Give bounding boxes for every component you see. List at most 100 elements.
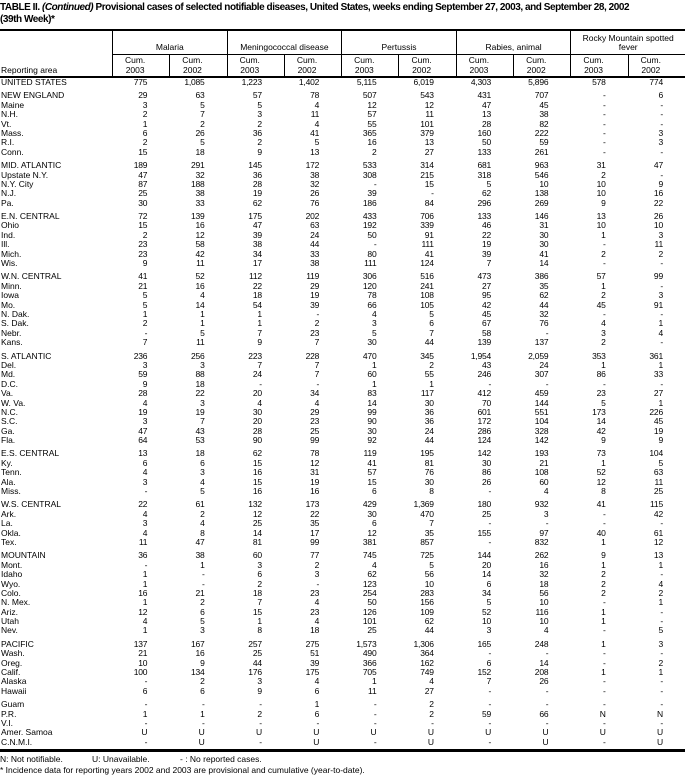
value-cell: 13 <box>138 449 148 459</box>
reporting-area-cell: La. <box>1 519 13 529</box>
reporting-area-cell: S. ATLANTIC <box>1 351 52 361</box>
value-cell: - <box>201 570 205 580</box>
value-cell: 314 <box>420 161 434 171</box>
value-cell: 2 <box>142 230 148 240</box>
value-cell: 72 <box>138 212 148 222</box>
value-cell: 1 <box>142 309 148 319</box>
value-cell: 22 <box>252 281 262 291</box>
value-cell: 490 <box>362 649 377 659</box>
value-cell: 1,402 <box>298 78 320 87</box>
value-cell: 275 <box>305 639 320 649</box>
value-cell: 1 <box>601 360 606 370</box>
value-cell: 61 <box>195 500 205 510</box>
value-cell: 1 <box>371 379 377 389</box>
value-cell: 7 <box>257 360 262 370</box>
reporting-area-cell: Vt. <box>1 119 12 129</box>
table-row: Guam - - - 1 - 2 - - - - <box>0 700 685 709</box>
value-cell: 123 <box>362 579 377 589</box>
value-cell: 31 <box>596 161 606 171</box>
table-body: UNITED STATES 775 1,085 1,223 1,402 5,115 6,01… <box>0 78 685 747</box>
value-cell: - <box>603 700 606 710</box>
value-cell: 3 <box>200 626 205 636</box>
value-cell: 29 <box>138 91 148 101</box>
value-cell: 90 <box>252 436 262 446</box>
value-cell: 11 <box>196 338 205 348</box>
value-cell: 25 <box>367 626 377 636</box>
table-row: MOUNTAIN 36 38 60 77 745 725 144 262 9 13 <box>0 551 685 560</box>
table-row: C.N.M.I. - U - U - U - U - U <box>0 738 685 747</box>
value-cell: 1 <box>142 598 148 608</box>
value-cell: 4 <box>658 328 663 338</box>
value-cell: 5 <box>658 626 663 636</box>
value-cell: 25 <box>482 509 492 519</box>
value-cell: 13 <box>653 551 663 561</box>
value-cell: 133 <box>477 212 492 222</box>
value-cell: 2 <box>142 319 148 329</box>
value-cell: 14 <box>195 300 205 310</box>
table-row: Ill. 23 58 38 44 - 111 19 30 - 11 <box>0 240 685 249</box>
value-cell: 99 <box>310 537 320 547</box>
value-cell: 1 <box>314 700 320 710</box>
value-cell: 4 <box>314 119 320 129</box>
value-cell: 40 <box>596 528 606 538</box>
value-cell: 262 <box>534 551 549 561</box>
value-cell: 14 <box>539 658 549 668</box>
value-cell: 4 <box>314 677 320 687</box>
value-cell: 44 <box>539 300 549 310</box>
value-cell: 9 <box>658 436 663 446</box>
value-cell: 45 <box>653 417 663 427</box>
value-cell: 15 <box>252 477 262 487</box>
table-row: Utah 4 5 1 4 101 62 10 10 1- <box>0 617 685 626</box>
value-cell: 38 <box>195 189 205 199</box>
value-cell: - <box>660 570 663 580</box>
reporting-area-cell: Hawaii <box>1 686 27 696</box>
reporting-area-cell: Mich. <box>1 249 22 259</box>
value-cell: 78 <box>310 91 320 101</box>
value-cell: 9 <box>142 379 148 389</box>
value-cell: 775 <box>133 78 148 87</box>
value-cell: 15 <box>138 147 148 157</box>
value-cell: 87 <box>138 179 148 189</box>
value-cell: 97 <box>539 528 549 538</box>
value-cell: 63 <box>195 91 205 101</box>
table-row: Ariz. 12 6 15 23 126 109 52 116 1- <box>0 608 685 617</box>
value-cell: - <box>603 110 606 120</box>
value-cell: 9 <box>601 551 606 561</box>
value-cell: 6 <box>658 91 663 101</box>
value-cell: 5 <box>429 309 434 319</box>
value-cell: 51 <box>310 649 320 659</box>
value-cell: 30 <box>367 338 377 348</box>
value-cell: 175 <box>248 212 262 222</box>
value-cell: 27 <box>424 147 434 157</box>
reporting-area-cell: PACIFIC <box>1 639 34 649</box>
value-cell: 20 <box>252 389 262 399</box>
value-cell: 116 <box>535 607 549 617</box>
value-cell: 11 <box>138 537 148 547</box>
value-cell: 470 <box>420 509 434 519</box>
value-cell: U <box>313 737 320 747</box>
value-cell: 83 <box>367 389 377 399</box>
value-cell: 59 <box>482 709 492 719</box>
value-cell: 306 <box>362 272 377 282</box>
reporting-area-cell: W.S. CENTRAL <box>1 500 61 510</box>
subheader-meningococcal-2003: Cum. 2003 <box>226 55 284 76</box>
value-cell: 41 <box>539 249 549 259</box>
value-cell: 90 <box>367 417 377 427</box>
title-prefix: TABLE II. <box>0 2 40 13</box>
value-cell: 345 <box>420 351 434 361</box>
value-cell: 2 <box>658 249 663 259</box>
table-row: V.I. - - - - - - - - - - <box>0 719 685 728</box>
value-cell: 18 <box>539 579 549 589</box>
value-cell: U <box>485 728 492 738</box>
reporting-area-cell: Mont. <box>1 560 23 570</box>
reporting-area-cell: W.N. CENTRAL <box>1 272 62 282</box>
value-cell: 33 <box>195 198 205 208</box>
value-cell: 34 <box>482 588 492 598</box>
value-cell: 2 <box>658 658 663 668</box>
table-row: Ala. 3 4 15 19 15 30 26 60 12 11 <box>0 478 685 487</box>
value-cell: 14 <box>367 398 377 408</box>
value-cell: 30 <box>539 240 549 250</box>
reporting-area-cell: Upstate N.Y. <box>1 170 49 180</box>
value-cell: - <box>660 119 663 129</box>
value-cell: 176 <box>248 668 262 678</box>
